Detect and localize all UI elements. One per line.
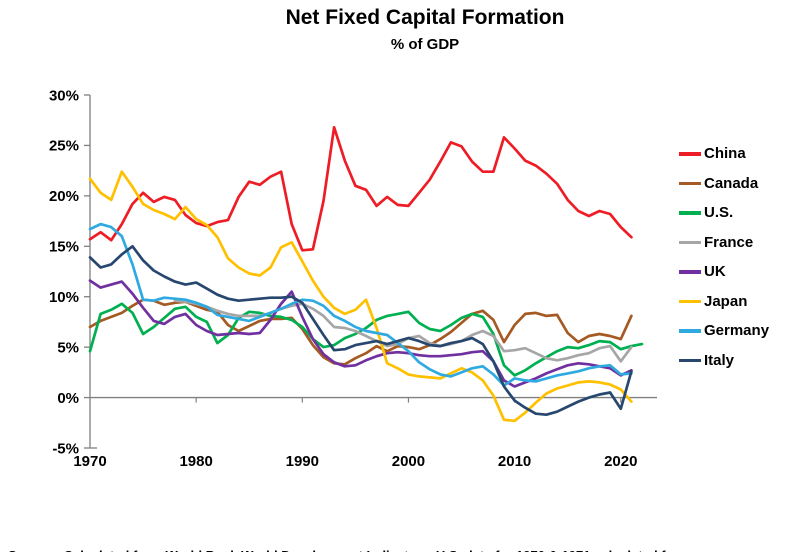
x-tick-label: 2020	[604, 453, 637, 470]
legend-item-us: U.S.	[679, 198, 769, 228]
x-tick-label: 1990	[286, 453, 319, 470]
legend-item-uk: UK	[679, 257, 769, 287]
legend-item-japan: Japan	[679, 287, 769, 317]
series-line-china	[88, 125, 633, 252]
series-line-uk	[88, 279, 633, 388]
series-line-germany	[88, 222, 633, 387]
legend-swatch	[679, 270, 701, 274]
legend-swatch	[679, 211, 701, 215]
y-tick-label: -5%	[52, 440, 79, 457]
legend-swatch	[679, 181, 701, 185]
source-line-1: Source: Calculated from World Bank World…	[8, 546, 690, 552]
legend-label: UK	[704, 263, 726, 281]
series-line-japan	[88, 170, 633, 423]
legend-item-canada: Canada	[679, 169, 769, 199]
chart-subtitle: % of GDP	[390, 36, 460, 53]
y-tick-label: 15%	[49, 239, 79, 256]
series-line-italy	[88, 244, 633, 417]
y-tick-label: 30%	[49, 87, 79, 104]
legend-item-germany: Germany	[679, 316, 769, 346]
x-tick-label: 2010	[498, 453, 531, 470]
legend: China Canada U.S. France UK Japan Germany Italy	[679, 139, 769, 375]
legend-label: Italy	[704, 351, 735, 369]
chart-title: Net Fixed Capital Formation	[285, 6, 565, 29]
legend-swatch	[679, 358, 701, 362]
legend-label: France	[704, 233, 754, 251]
y-tick-label: 5%	[57, 339, 79, 356]
legend-item-china: China	[679, 139, 769, 169]
source-note: Source: Calculated from World Bank World…	[8, 508, 690, 552]
legend-swatch	[679, 240, 701, 244]
series-line-france	[173, 299, 633, 363]
legend-label: Germany	[704, 322, 770, 340]
x-tick-label: 1980	[179, 453, 212, 470]
series-line-us	[88, 302, 644, 377]
x-tick-label: 2000	[392, 453, 425, 470]
x-tick-label: 1970	[73, 453, 106, 470]
legend-swatch	[679, 299, 701, 303]
legend-swatch	[679, 152, 701, 156]
legend-label: Canada	[704, 174, 759, 192]
y-tick-label: 10%	[49, 289, 79, 306]
y-tick-label: 20%	[49, 188, 79, 205]
legend-swatch	[679, 329, 701, 333]
legend-item-italy: Italy	[679, 346, 769, 376]
legend-label: U.S.	[704, 204, 734, 222]
legend-item-france: France	[679, 228, 769, 258]
legend-label: China	[704, 145, 746, 163]
y-tick-label: 25%	[49, 138, 79, 155]
y-tick-label: 0%	[57, 390, 79, 407]
legend-label: Japan	[704, 292, 748, 310]
